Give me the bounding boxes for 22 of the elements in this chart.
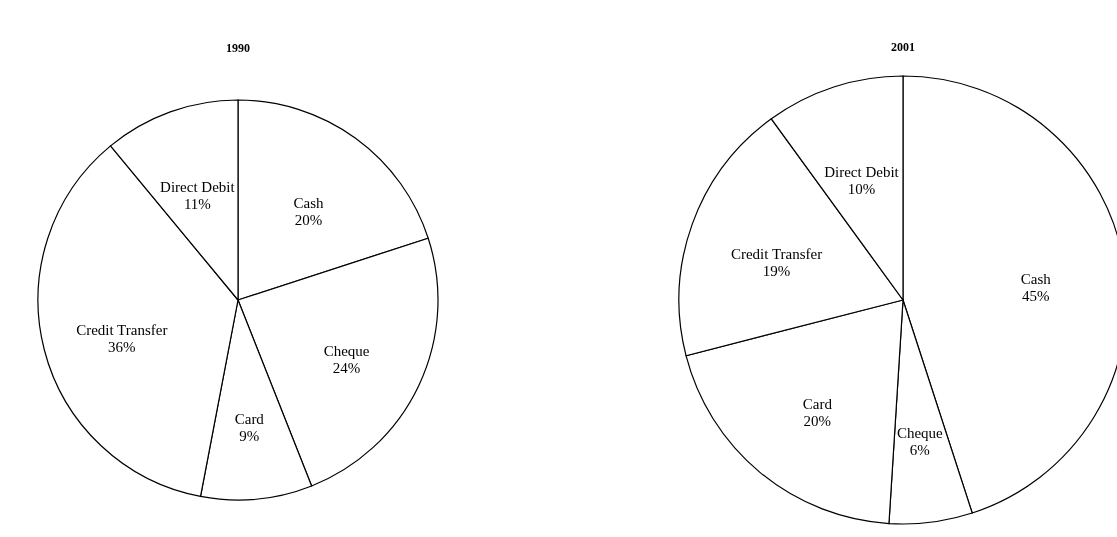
- slice-label: Card: [802, 395, 833, 412]
- data-label: 10%: [847, 181, 876, 198]
- slice-label: Cash: [1020, 270, 1052, 287]
- slice-label: Direct Debit: [824, 164, 900, 181]
- data-label: 24%: [332, 360, 361, 377]
- data-label: 19%: [762, 263, 791, 280]
- data-label: 9%: [239, 428, 260, 445]
- chart-title: 2001: [891, 39, 915, 54]
- slice-label: Credit Transfer: [76, 321, 168, 338]
- slice-label: Cheque: [896, 425, 944, 442]
- data-label: 6%: [909, 442, 930, 459]
- data-label: 36%: [108, 338, 136, 355]
- slice-label: Cash: [293, 194, 325, 211]
- data-label: 20%: [803, 412, 832, 429]
- slice-label: Cheque: [323, 343, 370, 360]
- data-label: 45%: [1022, 287, 1050, 304]
- slice-label: Credit Transfer: [730, 246, 823, 263]
- data-label: 11%: [183, 196, 211, 213]
- slice-label: Card: [234, 411, 265, 428]
- slice-label: Direct Debit: [160, 179, 236, 196]
- chart-title: 1990: [226, 41, 250, 55]
- data-label: 20%: [294, 211, 323, 228]
